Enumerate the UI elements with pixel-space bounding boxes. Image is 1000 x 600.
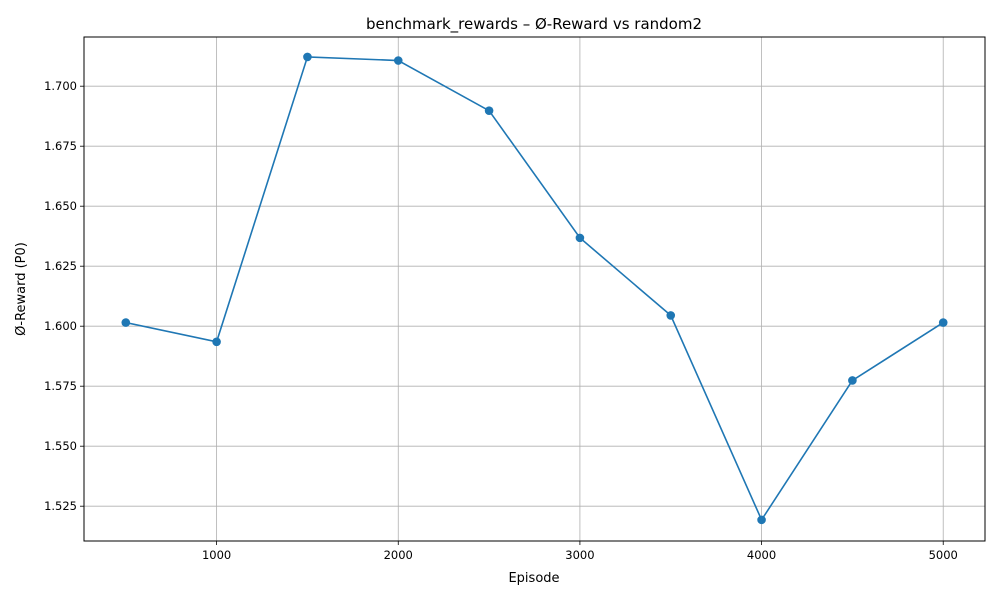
plot-frame [83,36,986,542]
data-point [484,106,494,115]
y-tick-label: 1.650 [44,199,77,213]
data-point [212,337,221,347]
data-point [848,376,857,385]
x-tick-label: 1000 [202,548,231,562]
data-point [757,515,766,525]
x-tick-label: 4000 [747,548,776,562]
y-axis-label: Ø-Reward (P0) [14,242,29,336]
x-tick-label: 2000 [384,548,413,562]
x-axis-label: Episode [508,571,559,586]
data-point [938,318,948,327]
chart-title: benchmark_rewards – Ø-Reward vs random2 [366,15,702,34]
y-tick-label: 1.675 [44,139,77,153]
series-line [125,56,944,522]
y-tick-label: 1.575 [44,379,77,393]
data-point [393,56,403,65]
data-point [575,233,585,243]
y-axis-ticks: 1.525 1.550 1.575 1.600 1.625 1.650 1.675 1.700 [44,79,84,513]
y-tick-label: 1.625 [44,259,77,273]
y-tick-label: 1.550 [44,439,77,453]
data-point [666,311,676,320]
data-point [121,318,131,327]
x-axis-ticks: 1000 2000 3000 4000 5000 [202,541,958,562]
x-tick-label: 5000 [929,548,958,562]
x-tick-label: 3000 [565,548,594,562]
series-group [121,52,948,525]
data-point [303,52,312,62]
y-tick-label: 1.600 [44,319,77,333]
y-tick-label: 1.700 [44,79,77,93]
grid-lines [84,37,985,541]
y-tick-label: 1.525 [44,499,77,513]
